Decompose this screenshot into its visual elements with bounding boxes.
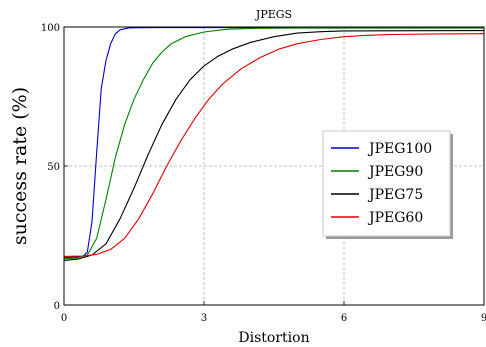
series-line-jpeg90 <box>63 27 484 260</box>
x-tick-label: 3 <box>201 313 207 324</box>
x-tick-label: 0 <box>61 313 67 324</box>
y-tick-label: 100 <box>41 23 60 34</box>
x-tick-label: 9 <box>481 313 486 324</box>
y-tick-label: 50 <box>47 162 60 173</box>
legend-label: JPEG90 <box>367 164 423 180</box>
y-axis-label: success rate (%) <box>9 87 31 245</box>
series-line-jpeg100 <box>63 27 484 259</box>
y-tick-label: 0 <box>54 301 60 312</box>
axis-ticks: 0 3 6 9 0 50 100 <box>41 23 486 324</box>
legend-label: JPEG75 <box>367 187 423 203</box>
series-line-jpeg75 <box>63 30 485 262</box>
legend: JPEG100 JPEG90 JPEG75 JPEG60 <box>322 130 453 239</box>
legend-label: JPEG60 <box>367 210 423 226</box>
series-line-jpeg60 <box>63 33 485 257</box>
legend-label: JPEG100 <box>367 141 432 157</box>
series-lines <box>63 27 485 262</box>
x-tick-label: 6 <box>341 313 347 324</box>
chart-title: JPEGS <box>255 8 292 21</box>
x-axis-label: Distortion <box>238 330 309 346</box>
